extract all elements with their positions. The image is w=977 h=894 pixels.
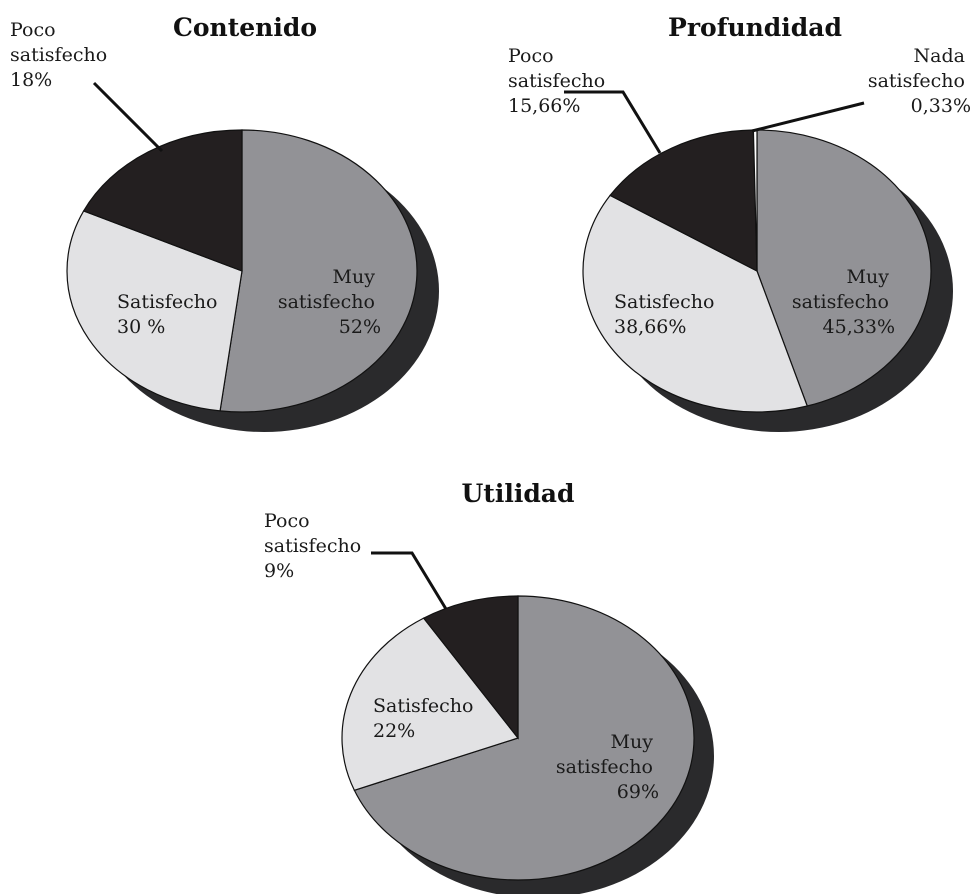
leader-line <box>371 551 448 610</box>
leader-line <box>751 101 865 133</box>
slice-label-poco-satisfecho: Poco satisfecho 15,66% <box>508 45 611 117</box>
leader-line <box>92 81 164 153</box>
pie-slice-satisfecho <box>582 194 809 413</box>
pie-chart-contenido: Contenido Muy satisfecho 52% Satisfecho … <box>10 13 439 432</box>
pie-chart-profundidad: Profundidad Muy satisfecho 45,33% Satisf… <box>508 13 971 432</box>
pie-slices <box>66 129 418 413</box>
slice-label-muy-satisfecho: Muy satisfecho 52% <box>278 266 381 338</box>
pie-slice-satisfecho <box>66 210 243 412</box>
pie-slice-satisfecho <box>341 617 520 791</box>
slice-label-satisfecho: Satisfecho 30 % <box>117 291 223 338</box>
leader-line <box>564 90 662 154</box>
slice-label-muy-satisfecho: Muy satisfecho 45,33% <box>792 266 895 338</box>
slice-label-satisfecho: Satisfecho 38,66% <box>614 291 720 338</box>
pie-slices <box>341 595 695 881</box>
slice-label-nada-satisfecho: Nada satisfecho 0,33% <box>868 45 971 117</box>
slice-label-satisfecho: Satisfecho 22% <box>373 695 479 742</box>
chart-title: Profundidad <box>668 13 842 42</box>
pie-slice-poco-satisfecho <box>609 129 758 272</box>
pie-slice-poco-satisfecho <box>82 129 243 272</box>
slice-label-poco-satisfecho: Poco satisfecho 18% <box>10 19 113 91</box>
chart-title: Utilidad <box>461 479 574 508</box>
pie-slice-muy-satisfecho <box>219 129 418 413</box>
pie-slice-muy-satisfecho <box>756 129 932 407</box>
slice-label-poco-satisfecho: Poco satisfecho 9% <box>264 510 367 582</box>
slice-label-muy-satisfecho: Muy satisfecho 69% <box>556 731 659 803</box>
pie-chart-utilidad: Utilidad Muy satisfecho 69% Satisfecho 2… <box>264 479 714 894</box>
pie-slice-muy-satisfecho <box>353 595 695 881</box>
chart-title: Contenido <box>173 13 317 42</box>
pie-slice-poco-satisfecho <box>422 595 519 740</box>
pie-slices <box>582 129 932 413</box>
